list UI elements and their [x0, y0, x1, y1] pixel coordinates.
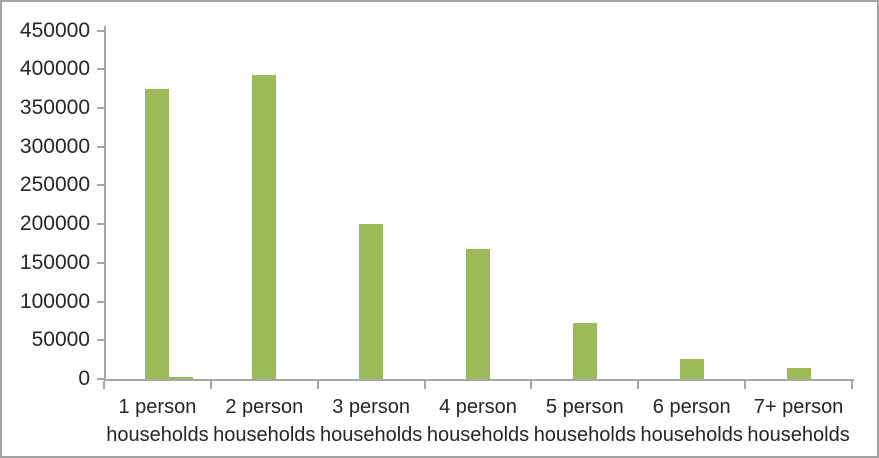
bar — [572, 323, 597, 379]
x-tick-mark — [423, 381, 426, 389]
x-tick-mark — [744, 381, 747, 389]
y-tick-mark — [97, 339, 105, 342]
y-tick-mark — [97, 68, 105, 71]
bar — [679, 358, 704, 379]
y-tick-label: 200000 — [19, 212, 90, 236]
y-tick-label: 250000 — [19, 173, 90, 197]
x-tick-mark — [637, 381, 640, 389]
x-axis-line — [104, 379, 854, 381]
x-category-label: 2 person households — [213, 396, 316, 446]
y-tick-mark — [97, 378, 105, 380]
x-tick-mark — [316, 381, 319, 389]
bar — [466, 248, 490, 379]
y-tick-mark — [97, 145, 105, 148]
y-tick-mark — [97, 223, 105, 226]
y-tick-label: 50000 — [31, 328, 90, 352]
y-tick-label: 300000 — [19, 134, 90, 158]
bar — [145, 88, 170, 379]
x-category-label: 3 person households — [319, 396, 423, 446]
x-tick-mark — [209, 381, 212, 389]
y-tick-label: 350000 — [19, 95, 90, 119]
bar — [786, 368, 811, 379]
y-tick-mark — [97, 29, 105, 32]
y-axis-line — [104, 26, 106, 381]
y-tick-label: 0 — [78, 367, 90, 390]
x-tick-mark — [530, 381, 533, 389]
y-tick-mark — [97, 300, 105, 303]
x-category-label: 6 person households — [640, 396, 743, 446]
y-tick-label: 100000 — [19, 289, 90, 313]
bar — [359, 224, 384, 379]
y-tick-label: 450000 — [19, 18, 90, 42]
x-category-label: 4 person households — [426, 396, 530, 446]
x-tick-mark — [103, 381, 105, 389]
y-tick-mark — [97, 184, 105, 187]
bar — [252, 75, 277, 379]
x-category-label: 1 person households — [106, 396, 209, 446]
x-tick-mark — [851, 381, 853, 389]
y-tick-mark — [97, 106, 105, 109]
y-tick-label: 400000 — [19, 57, 90, 81]
y-tick-label: 150000 — [19, 250, 90, 274]
x-category-label: 5 person households — [533, 396, 636, 446]
y-tick-mark — [97, 261, 105, 264]
baseline-sliver-bar — [169, 377, 194, 379]
x-category-label: 7+ person households — [747, 396, 850, 446]
